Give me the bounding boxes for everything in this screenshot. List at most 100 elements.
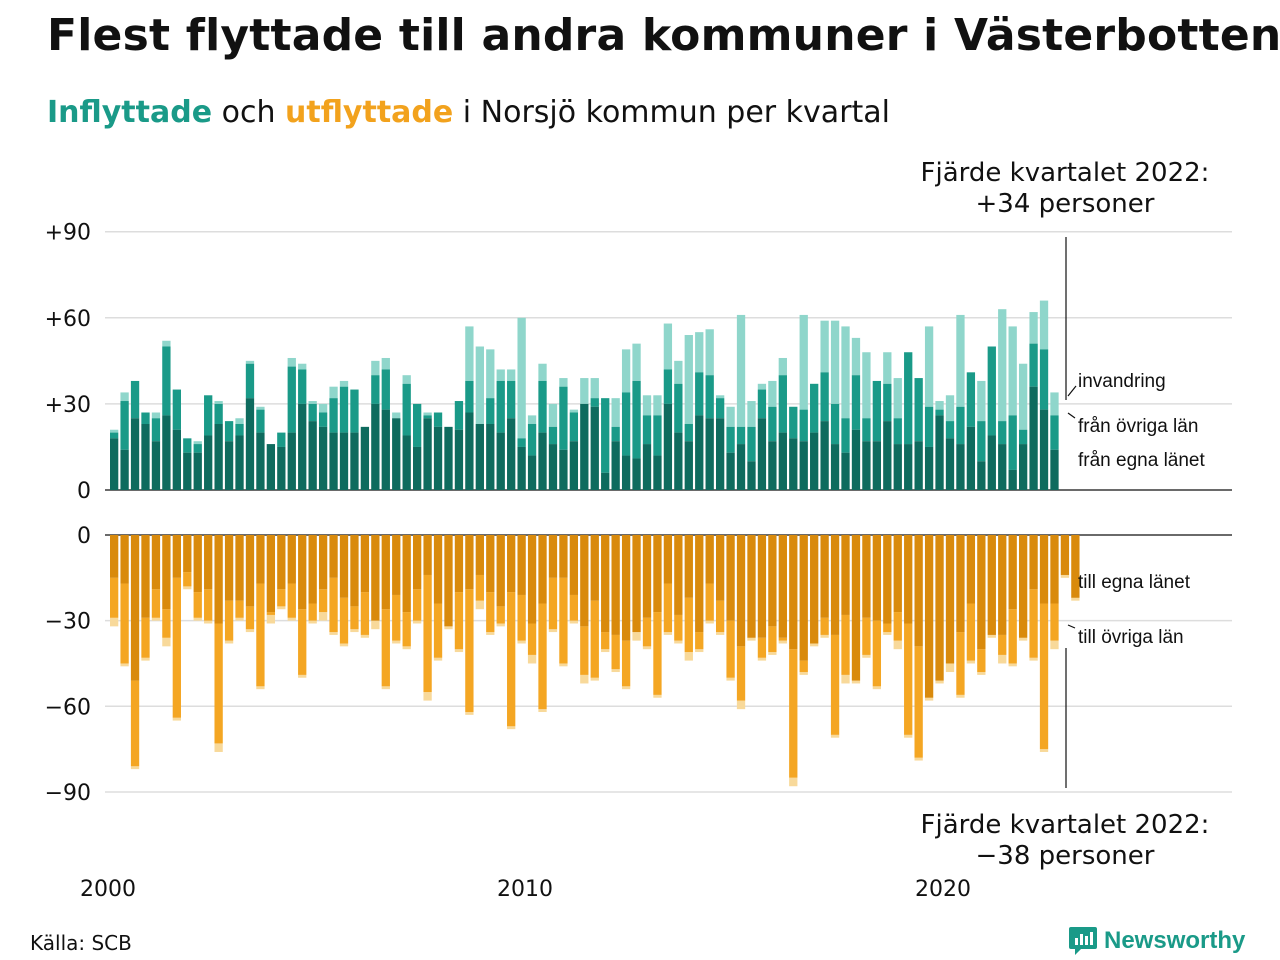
bar-out-other-county bbox=[172, 577, 181, 718]
bar-out-emigration bbox=[496, 623, 505, 627]
bar-in-own-county bbox=[757, 418, 767, 490]
bar-out-own-county bbox=[224, 535, 234, 601]
bar-in-other-county bbox=[695, 372, 704, 416]
bar-in-own-county bbox=[653, 455, 662, 490]
bar-out-emigration bbox=[778, 640, 787, 644]
bar-out-emigration bbox=[559, 663, 568, 667]
bar-out-own-county bbox=[998, 535, 1007, 635]
bar-out-other-county bbox=[193, 592, 202, 618]
bar-out-own-county bbox=[1050, 535, 1059, 604]
bar-out-emigration bbox=[266, 614, 276, 624]
bar-out-own-county bbox=[454, 535, 464, 593]
bar-out-other-county bbox=[1050, 603, 1059, 641]
bar-in-own-county bbox=[298, 403, 307, 490]
bar-in-immigration bbox=[517, 317, 526, 439]
bar-out-emigration bbox=[883, 632, 892, 635]
bar-out-other-county bbox=[893, 612, 902, 641]
bar-out-other-county bbox=[830, 634, 840, 735]
bar-out-own-county bbox=[465, 535, 474, 590]
bar-out-other-county bbox=[402, 612, 411, 647]
bar-out-other-county bbox=[204, 589, 213, 621]
bar-in-own-county bbox=[799, 441, 808, 490]
bar-out-emigration bbox=[977, 672, 986, 675]
bar-out-emigration bbox=[412, 620, 422, 624]
bar-in-immigration bbox=[287, 357, 296, 367]
bar-out-other-county bbox=[590, 600, 599, 678]
bar-out-own-county bbox=[1060, 535, 1070, 575]
bar-out-other-county bbox=[538, 603, 547, 710]
bar-in-other-county bbox=[256, 409, 265, 433]
bar-out-emigration bbox=[747, 637, 756, 641]
bar-out-own-county bbox=[266, 535, 276, 613]
bar-out-other-county bbox=[726, 620, 735, 678]
bar-out-other-county bbox=[1008, 609, 1017, 664]
bar-out-other-county bbox=[392, 594, 401, 641]
bar-out-emigration bbox=[454, 649, 464, 653]
bar-in-other-county bbox=[956, 406, 965, 445]
bar-out-own-county bbox=[433, 535, 443, 604]
bar-out-other-county bbox=[277, 589, 286, 607]
bar-out-emigration bbox=[601, 649, 610, 653]
bar-in-other-county bbox=[548, 426, 558, 445]
bar-in-immigration bbox=[423, 412, 432, 416]
bar-in-other-county bbox=[789, 406, 798, 439]
bar-in-other-county bbox=[862, 418, 871, 442]
bar-out-emigration bbox=[339, 643, 349, 647]
bar-in-other-county bbox=[204, 395, 213, 436]
subtitle-utflyttade: utflyttade bbox=[285, 95, 454, 130]
bar-out-own-county bbox=[966, 535, 976, 604]
bar-in-own-county bbox=[183, 452, 192, 490]
bar-out-emigration bbox=[486, 632, 495, 635]
bar-in-other-county bbox=[1050, 415, 1059, 450]
bar-in-other-county bbox=[736, 426, 746, 445]
bar-out-emigration bbox=[841, 674, 850, 684]
bar-in-other-county bbox=[287, 366, 296, 433]
bar-out-other-county bbox=[977, 649, 986, 673]
bar-in-own-county bbox=[977, 461, 986, 490]
bar-in-other-county bbox=[350, 389, 359, 433]
bar-in-other-county bbox=[977, 421, 986, 462]
bar-out-other-county bbox=[914, 646, 923, 758]
bar-in-own-county bbox=[830, 444, 840, 490]
bar-out-emigration bbox=[872, 686, 882, 690]
bar-out-other-county bbox=[454, 592, 464, 650]
bar-in-other-county bbox=[329, 398, 338, 433]
bar-out-own-county bbox=[601, 535, 610, 633]
bar-out-own-county bbox=[256, 535, 265, 584]
bar-in-immigration bbox=[245, 360, 255, 364]
bar-out-emigration bbox=[172, 717, 181, 721]
bar-out-own-county bbox=[172, 535, 181, 578]
bar-in-own-county bbox=[768, 441, 777, 490]
bar-in-own-county bbox=[360, 426, 370, 490]
bar-in-immigration bbox=[162, 340, 171, 347]
bar-out-emigration bbox=[402, 646, 411, 650]
bar-in-immigration bbox=[193, 441, 202, 445]
bar-in-immigration bbox=[339, 380, 349, 387]
bar-in-other-county bbox=[183, 438, 192, 453]
bar-out-own-county bbox=[298, 535, 307, 610]
bar-in-own-county bbox=[715, 418, 725, 490]
bar-in-own-county bbox=[914, 441, 923, 490]
bar-in-immigration bbox=[486, 349, 495, 399]
bar-out-own-county bbox=[538, 535, 547, 604]
bar-out-own-county bbox=[371, 535, 380, 621]
bar-out-emigration bbox=[1029, 657, 1038, 661]
bar-in-other-county bbox=[277, 432, 286, 447]
bar-in-immigration bbox=[642, 395, 652, 416]
bar-in-immigration bbox=[757, 383, 767, 390]
x-tick-label: 2000 bbox=[80, 877, 136, 902]
bar-out-own-county bbox=[151, 535, 161, 590]
bar-out-other-county bbox=[162, 609, 171, 638]
bar-in-own-county bbox=[496, 432, 505, 490]
bar-out-own-county bbox=[214, 535, 223, 624]
bar-out-emigration bbox=[674, 640, 683, 644]
bar-out-other-county bbox=[433, 603, 443, 658]
bar-out-own-county bbox=[339, 535, 349, 598]
bar-in-own-county bbox=[1050, 449, 1059, 490]
bar-in-other-county bbox=[820, 372, 829, 422]
bar-out-emigration bbox=[966, 660, 976, 664]
bar-in-immigration bbox=[841, 326, 850, 419]
bar-out-emigration bbox=[663, 632, 673, 635]
bar-in-immigration bbox=[580, 378, 589, 404]
bar-out-other-county bbox=[256, 583, 265, 687]
